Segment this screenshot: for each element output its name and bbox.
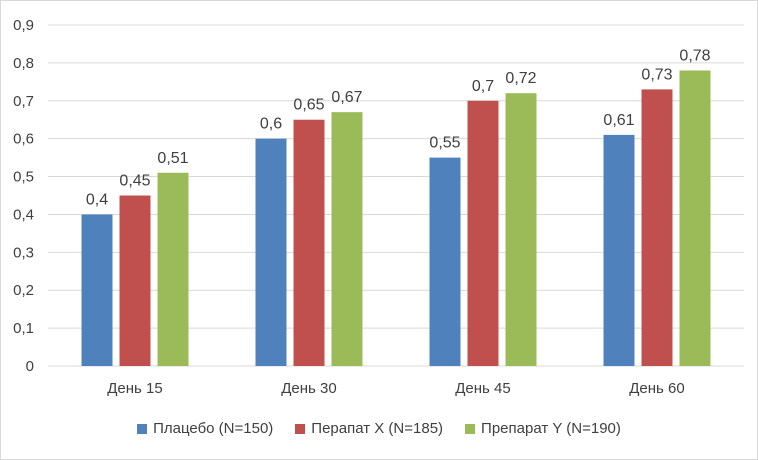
- legend-item: Препарат Y (N=190): [465, 420, 621, 437]
- bar: [467, 100, 499, 367]
- bar: [641, 89, 673, 367]
- data-label: 0,7: [472, 78, 494, 95]
- data-label: 0,45: [119, 173, 150, 190]
- y-tick-label: 0,4: [13, 206, 34, 223]
- x-tick-label: День 60: [629, 380, 684, 397]
- y-tick-label: 0,2: [13, 282, 34, 299]
- bar: [255, 138, 287, 366]
- data-label: 0,55: [429, 135, 460, 152]
- legend-item: Перапат X (N=185): [295, 420, 443, 437]
- legend-label: Перапат X (N=185): [311, 420, 444, 437]
- y-tick-label: 0,3: [13, 244, 34, 261]
- data-label: 0,67: [331, 89, 362, 106]
- bar: [81, 214, 113, 366]
- y-tick-label: 0,8: [13, 55, 34, 72]
- y-tick-label: 0,1: [13, 320, 34, 337]
- y-tick-label: 0,6: [13, 131, 34, 148]
- bar: [505, 93, 537, 366]
- legend-label: Препарат Y (N=190): [481, 420, 621, 437]
- bar: [331, 112, 363, 367]
- legend-label: Плацебо (N=150): [153, 420, 274, 437]
- bar: [429, 157, 461, 366]
- data-label: 0,73: [641, 66, 672, 83]
- data-label: 0,78: [679, 47, 710, 64]
- bar: [293, 119, 325, 366]
- y-tick-label: 0,7: [13, 93, 34, 110]
- data-label: 0,65: [293, 97, 324, 114]
- bar: [157, 172, 189, 366]
- legend-item: Плацебо (N=150): [137, 420, 273, 437]
- chart-legend: Плацебо (N=150) Перапат X (N=185) Препарат…: [0, 420, 758, 437]
- data-label: 0,51: [157, 150, 188, 167]
- data-label: 0,4: [86, 191, 108, 208]
- bar: [119, 195, 151, 366]
- bar: [679, 70, 711, 366]
- y-tick-label: 0,5: [13, 169, 34, 186]
- legend-swatch: [465, 423, 476, 434]
- legend-swatch: [295, 423, 306, 434]
- legend-swatch: [137, 423, 148, 434]
- y-tick-label: 0: [26, 358, 34, 375]
- data-label: 0,61: [603, 112, 634, 129]
- x-tick-label: День 30: [281, 380, 336, 397]
- data-label: 0,6: [260, 116, 282, 133]
- bar: [603, 134, 635, 366]
- data-label: 0,72: [505, 70, 536, 87]
- x-tick-label: День 15: [107, 380, 162, 397]
- y-tick-label: 0,9: [13, 17, 34, 34]
- x-tick-label: День 45: [455, 380, 510, 397]
